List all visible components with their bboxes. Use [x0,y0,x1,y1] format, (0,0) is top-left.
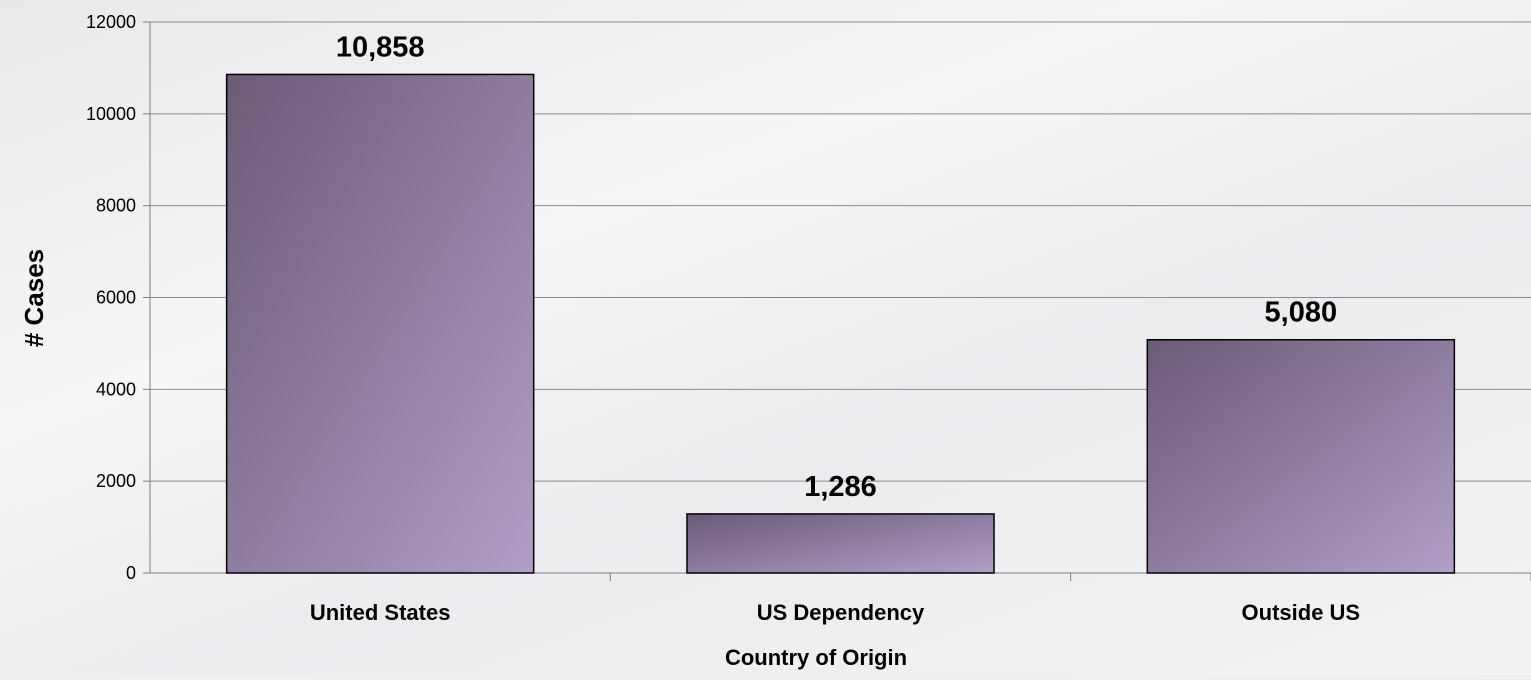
y-tick-label: 2000 [96,471,136,491]
data-label: 5,080 [1265,297,1338,329]
y-tick-label: 8000 [96,196,136,216]
y-tick-label: 6000 [96,288,136,308]
bar [1146,338,1456,574]
data-label: 1,286 [804,471,877,503]
x-axis-title: Country of Origin [725,645,907,670]
x-tick-label: US Dependency [757,600,925,625]
bars [225,73,1456,574]
y-tick-label: 12000 [86,12,136,32]
bar [686,513,995,574]
x-tick-label: United States [310,600,451,625]
x-tick-label: Outside US [1242,600,1361,625]
labels: 0 2000 4000 6000 8000 10000 12000 10,858 United … [86,12,1360,625]
data-label: 10,858 [336,31,425,63]
bar [225,73,535,574]
y-axis-title: # Cases [19,249,49,347]
y-tick-label: 0 [126,563,136,583]
y-tick-label: 4000 [96,379,136,399]
y-tick-label: 10000 [86,104,136,124]
